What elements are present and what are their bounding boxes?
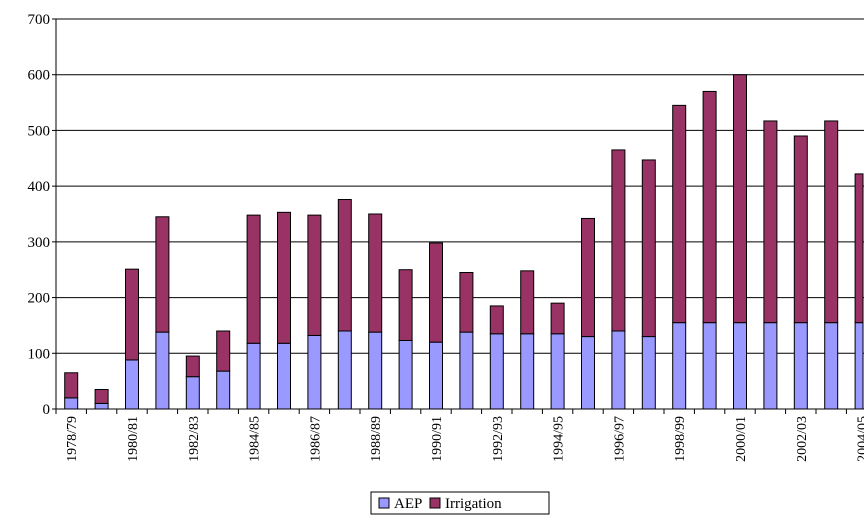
bar-irrigation (824, 120, 839, 324)
bar-irrigation (854, 173, 864, 324)
bar-irrigation (733, 74, 747, 324)
bar-irrigation (337, 199, 352, 332)
x-tick-label: 1998/99 (673, 416, 688, 462)
bar-irrigation (94, 389, 109, 404)
bar-irrigation (277, 211, 291, 344)
bar-aep (550, 333, 565, 410)
bar-irrigation (550, 302, 565, 335)
x-tick-label: 2000/01 (734, 416, 749, 462)
x-tick-label: 1984/85 (248, 416, 263, 462)
bar-irrigation (459, 272, 474, 333)
x-tick-label: 1980/81 (126, 416, 141, 462)
y-tick-label: 600 (28, 68, 51, 84)
bar-aep (520, 333, 535, 410)
bar-aep (733, 322, 747, 410)
x-tick-label: 1978/79 (65, 416, 80, 462)
bar-aep (277, 342, 291, 410)
bar-aep (125, 359, 139, 410)
bar-aep (459, 331, 474, 410)
y-tick-label: 400 (28, 179, 51, 195)
bar-aep (763, 322, 778, 410)
bar-aep (611, 330, 626, 410)
x-tick-label: 1986/87 (308, 416, 323, 462)
bar-aep (854, 322, 864, 410)
y-tick-label: 700 (28, 12, 51, 28)
y-tick-label: 200 (28, 291, 51, 307)
legend-swatch-irrigation (429, 497, 441, 509)
bar-irrigation (641, 159, 656, 338)
bar-irrigation (489, 305, 504, 335)
bar-aep (155, 331, 170, 410)
bar-irrigation (216, 330, 231, 372)
y-tick-labels: 0 100 200 300 400 500 600 700 (28, 12, 51, 418)
legend-swatch-aep (378, 497, 390, 509)
x-tick-label: 1992/93 (491, 416, 506, 462)
bar-aep (672, 322, 687, 410)
x-tick-labels: 1978/79 1980/81 1982/83 1984/85 1986/87 1988/… (65, 416, 864, 462)
legend: AEP Irrigation (370, 491, 550, 515)
x-tick-label: 1996/97 (612, 416, 627, 462)
y-tick-label: 0 (43, 402, 51, 418)
bar-irrigation (185, 355, 200, 378)
y-tick-label: 300 (28, 235, 51, 251)
bar-aep (581, 336, 595, 410)
bar-aep (824, 322, 839, 410)
legend-label-aep: AEP (394, 496, 422, 512)
bar-irrigation (763, 120, 778, 324)
bar-irrigation (611, 149, 626, 332)
bar-aep (94, 402, 109, 410)
bar-irrigation (793, 135, 808, 324)
axes (52, 18, 864, 414)
y-tick-label: 500 (28, 123, 51, 139)
bar-series (64, 74, 864, 410)
bar-irrigation (125, 268, 139, 361)
bar-irrigation (307, 214, 322, 336)
bar-aep (641, 336, 656, 410)
bar-aep (185, 376, 200, 410)
bar-aep (246, 342, 261, 410)
legend-box (370, 491, 550, 515)
bar-aep (429, 341, 443, 410)
legend-label-irrigation: Irrigation (445, 496, 502, 512)
bar-irrigation (398, 269, 413, 341)
bar-aep (368, 331, 383, 410)
bar-aep (398, 339, 413, 410)
x-tick-label: 1988/89 (369, 416, 384, 462)
bar-irrigation (672, 104, 687, 324)
bar-irrigation (64, 372, 79, 399)
bar-aep (489, 333, 504, 410)
bar-irrigation (581, 217, 595, 338)
bar-irrigation (702, 90, 717, 324)
bar-aep (64, 397, 79, 410)
bar-aep (216, 370, 231, 410)
x-tick-label: 2002/03 (795, 416, 810, 462)
gridlines (56, 18, 864, 354)
x-tick-label: 1982/83 (187, 416, 202, 462)
x-tick-label: 1990/91 (430, 416, 445, 462)
bar-aep (702, 322, 717, 410)
x-tick-label: 1994/95 (552, 416, 567, 462)
bar-irrigation (155, 216, 170, 333)
y-tick-label: 100 (28, 346, 51, 362)
bar-irrigation (368, 213, 383, 333)
x-tick-label: 2004/05 (856, 416, 864, 462)
bar-aep (793, 322, 808, 410)
bar-aep (337, 330, 352, 410)
bar-irrigation (520, 270, 535, 335)
bar-irrigation (246, 214, 261, 344)
bar-irrigation (429, 242, 443, 343)
bar-aep (307, 334, 322, 410)
